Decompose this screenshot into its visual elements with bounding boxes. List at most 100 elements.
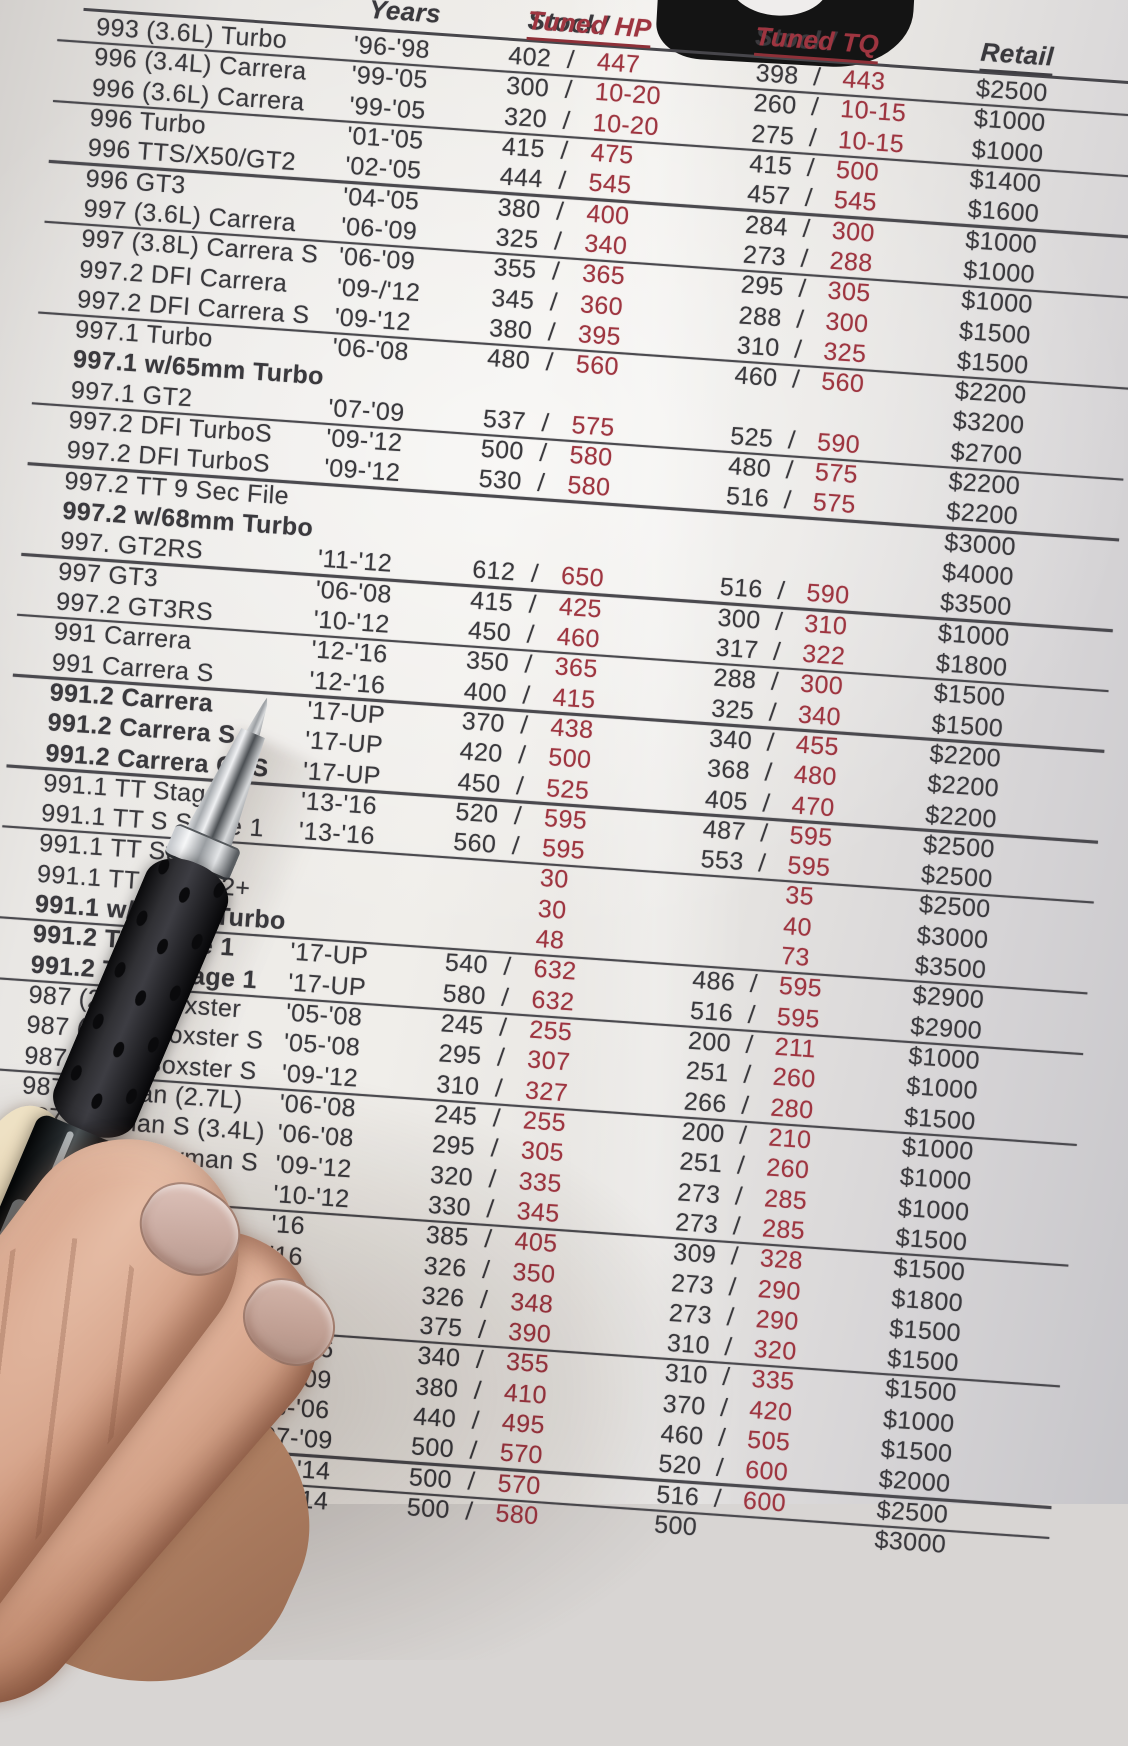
retail-value: $2200 [928,739,1003,773]
hp-tuned-value: 560 [574,350,620,382]
slash-separator: / [738,1121,748,1150]
slash-separator: / [500,983,510,1012]
tq-tuned-value: 600 [742,1486,787,1518]
slash-separator: / [473,1376,483,1405]
hp-tuned-value: 255 [522,1106,567,1138]
retail-value: $1500 [892,1253,967,1287]
hp-tuned-value: 570 [498,1438,544,1470]
tq-tuned-value: 320 [752,1335,798,1367]
tq-tuned-value: 310 [803,609,849,641]
slash-separator: / [791,365,801,394]
hp-tuned-value: 327 [524,1076,570,1107]
slash-separator: / [713,1484,723,1513]
slash-separator: / [566,45,576,75]
tq-tuned-value: 595 [778,972,823,1004]
retail-value: $1500 [886,1344,960,1378]
retail-value: $1800 [890,1283,964,1317]
tq-tuned-value: 290 [754,1304,800,1336]
hp-tuned-value: 580 [494,1499,540,1531]
tq-tuned-value: 595 [786,851,832,883]
slash-separator: / [717,1423,727,1453]
slash-separator: / [723,1333,734,1362]
hp-tuned-value: 475 [589,138,635,170]
slash-separator: / [715,1454,725,1483]
hp-tuned-value: 30 [539,864,570,895]
tq-tuned-value: 480 [792,760,838,792]
tq-tuned-value: 545 [833,186,878,217]
slash-separator: / [787,425,797,455]
tq-tuned-value: 290 [756,1274,802,1306]
hp-tuned-value: 580 [568,441,614,472]
retail-value: $1000 [905,1072,979,1106]
retail-value: $3500 [913,951,988,985]
slash-separator: / [774,607,784,636]
slash-separator: / [492,1104,502,1133]
tq-tuned-value: 260 [765,1153,811,1185]
hp-tuned-value: 415 [551,682,597,714]
tq-tuned-value: 300 [824,306,870,338]
hp-tuned-value: 390 [507,1317,553,1349]
tq-tuned-value: 500 [835,155,880,187]
slash-separator: / [721,1363,731,1392]
slash-separator: / [747,1000,757,1029]
retail-value: $1000 [937,618,1011,652]
retail-value: $2200 [945,497,1019,531]
hp-tuned-value: 305 [520,1136,565,1168]
tq-tuned-value: 470 [790,790,836,822]
slash-separator: / [477,1315,487,1345]
slash-separator: / [785,456,795,485]
tq-tuned-value: 210 [767,1123,813,1155]
years-value: '16 [270,1210,306,1241]
slash-separator: / [740,1091,751,1120]
tq-tuned-value: 340 [797,700,842,731]
retail-value: $1500 [930,709,1005,743]
hp-tuned-value: 400 [585,199,631,231]
tq-tuned-value: 595 [775,1002,821,1034]
retail-value: $2200 [954,376,1028,410]
slash-separator: / [528,590,538,619]
retail-value: $2500 [922,830,996,864]
slash-separator: / [795,304,805,334]
slash-separator: / [749,970,759,999]
hp-tuned-value: 345 [515,1196,561,1228]
retail-value: $1500 [932,679,1007,713]
retail-value: $2500 [918,890,992,924]
hp-tuned-value: 307 [526,1045,572,1077]
tq-tuned-value: 328 [759,1244,804,1276]
slash-separator: / [804,183,814,213]
hp-tuned-value: 595 [543,803,589,835]
retail-value: $2200 [947,467,1022,501]
years-column-header: Years [368,0,443,29]
slash-separator: / [513,801,523,831]
tq-tuned-value: 35 [784,881,815,912]
hp-tuned-value: 632 [532,955,578,986]
retail-value: $2200 [924,800,998,834]
tq-tuned-value: 575 [811,488,857,520]
tq-tuned-value: 300 [799,669,845,701]
retail-value: $2500 [975,74,1049,108]
slash-separator: / [517,741,527,770]
hp-tuned-value: 10-20 [594,78,662,111]
hp-tuned-value: 360 [579,289,624,321]
slash-separator: / [761,788,772,818]
tq-tuned-value: 322 [801,639,847,671]
retail-value: $2900 [911,981,986,1015]
retail-value: $1000 [882,1404,956,1438]
slash-separator: / [557,166,568,196]
hp-tuned-value: 438 [549,713,595,745]
slash-separator: / [742,1060,753,1090]
years-value: '11-'12 [316,544,393,579]
slash-separator: / [549,287,559,317]
retail-value: $1000 [962,255,1036,289]
retail-value: $1000 [896,1193,971,1227]
slash-separator: / [530,559,540,589]
slash-separator: / [555,197,565,226]
tq-tuned-value: 280 [769,1093,815,1125]
slash-separator: / [783,486,793,515]
hp-tuned-value: 48 [534,924,566,955]
slash-separator: / [515,771,525,800]
slash-separator: / [545,348,555,377]
retail-value: $1500 [884,1374,958,1408]
slash-separator: / [521,680,532,710]
slash-separator: / [471,1406,481,1435]
